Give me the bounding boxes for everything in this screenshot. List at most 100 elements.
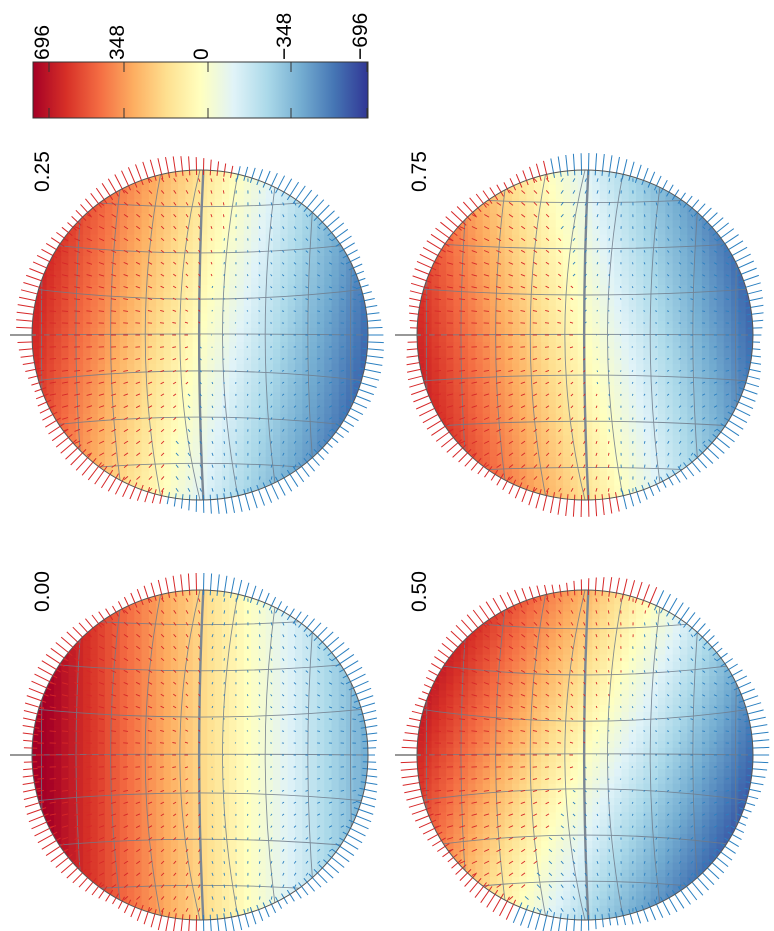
- surface-cell: [236, 790, 245, 799]
- surface-cell: [331, 363, 340, 372]
- surface-cell: [221, 790, 230, 799]
- surface-cell: [90, 733, 99, 742]
- surface-cell: [75, 790, 84, 799]
- surface-cell: [61, 726, 70, 735]
- surface-cell: [192, 884, 201, 893]
- field-vector: [160, 178, 165, 183]
- limb-vector: [286, 889, 295, 902]
- field-vector: [160, 837, 165, 841]
- limb-vector: [188, 914, 191, 931]
- field-vector: [340, 813, 345, 816]
- surface-cell: [353, 370, 362, 379]
- surface-cell: [127, 270, 136, 279]
- surface-cell: [170, 898, 179, 907]
- surface-cell: [273, 697, 282, 706]
- surface-cell: [302, 712, 311, 720]
- surface-cell: [258, 855, 267, 864]
- surface-cell: [163, 733, 172, 742]
- surface-cell: [134, 198, 143, 207]
- field-vector: [148, 261, 153, 265]
- field-vectors: [37, 598, 357, 912]
- surface-cell: [127, 668, 136, 677]
- surface-cell: [258, 284, 267, 293]
- surface-cell: [68, 690, 77, 699]
- limb-vector: [22, 774, 39, 778]
- surface-cell: [207, 492, 216, 500]
- field-vector: [258, 682, 261, 685]
- surface-cell: [156, 177, 165, 186]
- field-vector: [328, 670, 333, 673]
- field-vector: [74, 670, 81, 673]
- field-vector: [294, 464, 297, 468]
- surface-cell: [105, 869, 114, 878]
- surface-cell: [141, 184, 150, 193]
- field-vector: [37, 298, 45, 301]
- surface-cell: [324, 740, 333, 749]
- surface-cell: [295, 762, 304, 771]
- field-vector: [136, 645, 141, 650]
- field-vector: [160, 681, 165, 685]
- surface-cell: [32, 733, 41, 742]
- surface-cell: [316, 399, 325, 408]
- field-vector: [123, 238, 129, 242]
- surface-cell: [258, 335, 267, 343]
- field-vector: [160, 417, 165, 421]
- field-vector: [111, 417, 117, 420]
- surface-cell: [178, 590, 187, 598]
- surface-cell: [207, 342, 216, 351]
- field-vector: [328, 694, 333, 697]
- field-vector: [123, 202, 129, 206]
- surface-cell: [68, 327, 77, 336]
- surface-cell: [75, 227, 84, 236]
- surface-cell: [163, 798, 172, 806]
- surface-cell: [163, 177, 172, 186]
- surface-cell: [302, 726, 311, 735]
- surface-cell: [83, 227, 92, 236]
- surface-cell: [243, 385, 252, 394]
- surface-cell: [251, 406, 260, 415]
- surface-cell: [324, 747, 333, 756]
- limb-vector: [256, 589, 264, 606]
- field-vector: [223, 837, 225, 840]
- limb-vector: [209, 914, 212, 931]
- field-vector: [340, 694, 345, 697]
- surface-cell: [112, 464, 121, 473]
- limb-vector: [157, 579, 164, 600]
- surface-cell: [214, 421, 223, 430]
- limb-vector: [262, 592, 270, 608]
- surface-cell: [273, 457, 282, 465]
- surface-cell: [127, 769, 136, 778]
- surface-cell: [141, 198, 150, 207]
- surface-cell: [97, 306, 106, 315]
- surface-cell: [148, 485, 157, 494]
- surface-cell: [251, 841, 260, 850]
- surface-cell: [39, 299, 48, 308]
- surface-cell: [251, 833, 260, 842]
- surface-cell: [61, 704, 70, 713]
- surface-cell: [53, 313, 62, 322]
- surface-cell: [53, 392, 62, 401]
- surface-cell: [148, 683, 157, 692]
- surface-cell: [97, 234, 106, 243]
- surface-cell: [360, 747, 368, 756]
- surface-cell: [97, 805, 106, 814]
- surface-cell: [46, 790, 55, 799]
- surface-cell: [185, 790, 194, 799]
- surface-cell: [302, 833, 311, 842]
- surface-cell: [287, 877, 296, 885]
- limb-vector: [357, 710, 377, 716]
- surface-cell: [178, 413, 187, 422]
- field-vector: [185, 837, 189, 841]
- surface-cell: [127, 855, 136, 864]
- field-vector: [293, 417, 297, 420]
- field-vector: [258, 370, 261, 372]
- surface-cell: [200, 798, 209, 806]
- surface-cell: [134, 385, 143, 394]
- surface-cell: [148, 299, 157, 308]
- surface-cell: [90, 719, 99, 728]
- surface-cell: [236, 198, 245, 207]
- surface-cell: [156, 213, 165, 221]
- surface-cell: [265, 819, 274, 828]
- surface-cell: [207, 590, 216, 598]
- surface-cell: [178, 478, 187, 487]
